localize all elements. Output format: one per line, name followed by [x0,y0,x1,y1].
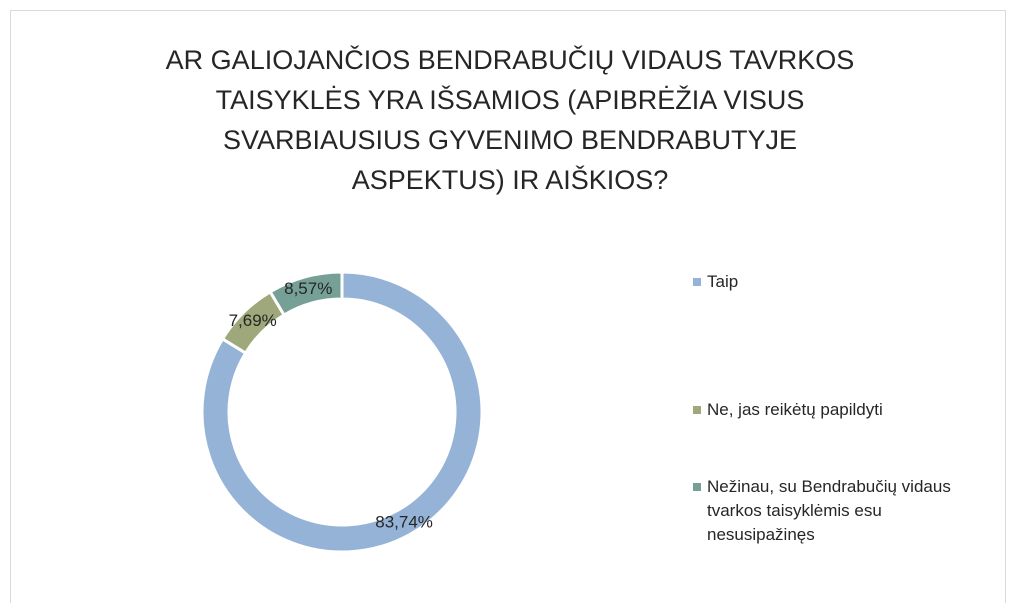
legend-entry: Nežinau, su Bendrabučių vidaus tvarkos t… [693,475,977,547]
legend-swatch [693,406,701,414]
legend-swatch [693,483,701,491]
data-label: 7,69% [229,311,277,330]
legend-entry: Ne, jas reikėtų papildyti [693,398,977,422]
chart-border [10,10,1006,603]
donut-slice [268,270,344,318]
legend-label: Taip [707,272,739,291]
data-label: 83,74% [375,512,433,531]
legend-swatch [693,278,701,286]
legend-label: Ne, jas reikėtų papildyti [707,400,883,419]
donut-slice [200,270,484,554]
legend-label: Nežinau, su Bendrabučių vidaus tvarkos t… [707,477,951,544]
data-label: 8,57% [284,279,332,298]
legend-entry: Taip [693,270,977,294]
chart-title: AR GALIOJANČIOS BENDRABUČIŲ VIDAUS TAVRK… [165,45,855,195]
